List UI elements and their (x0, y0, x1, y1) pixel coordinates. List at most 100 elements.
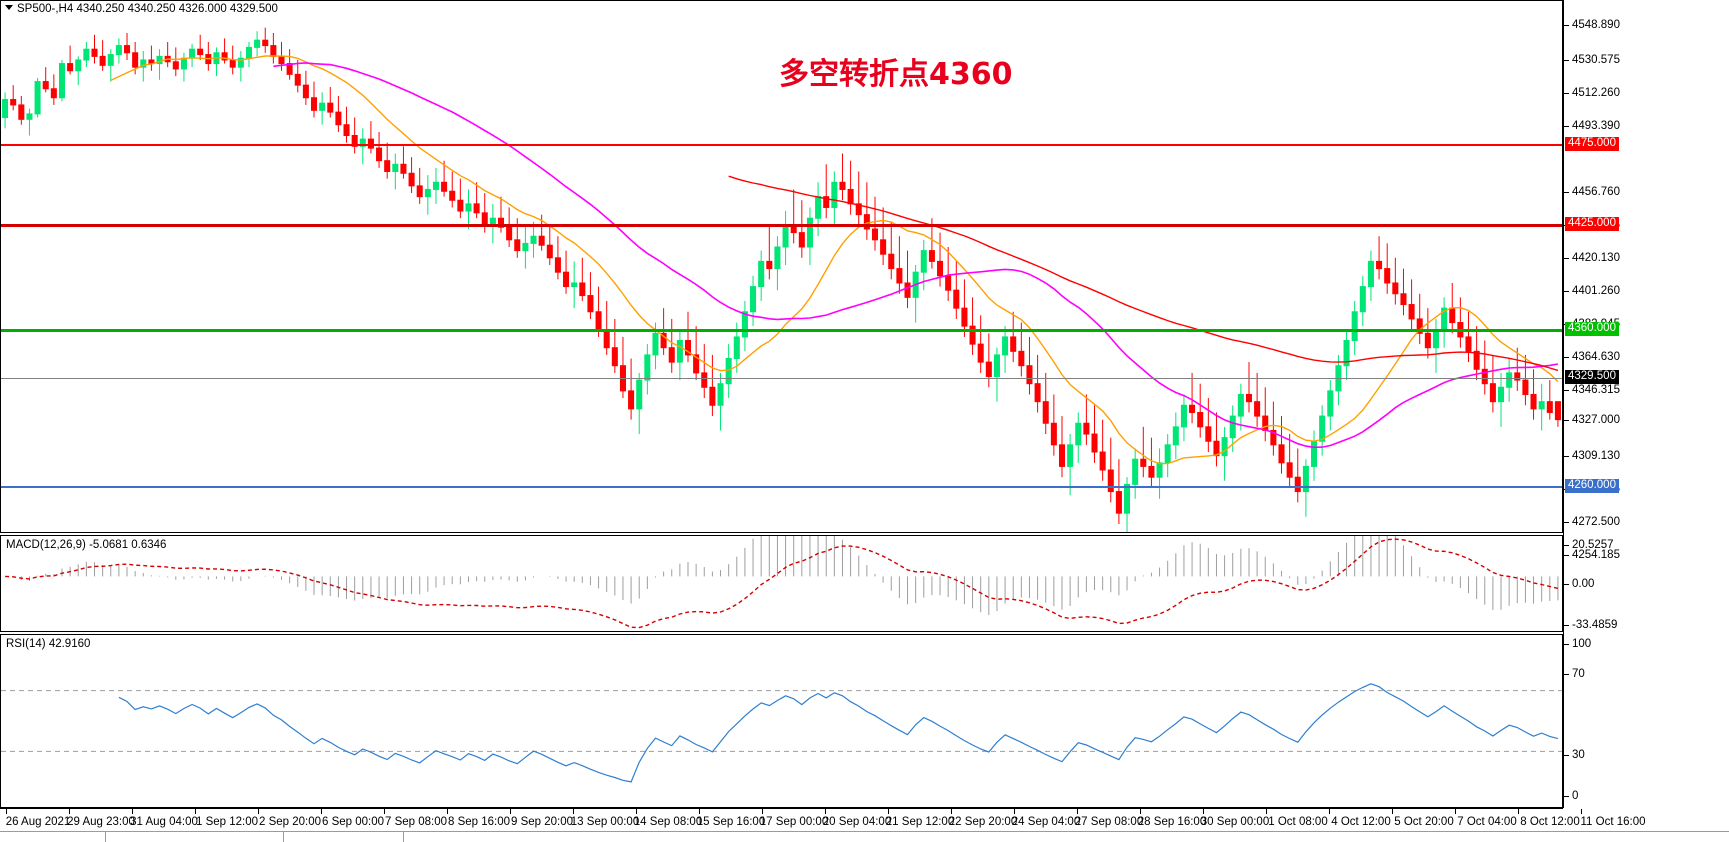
time-tick (1581, 809, 1582, 814)
price-tag[interactable]: 4360.000 (1565, 322, 1619, 336)
time-axis-label: 2 Sep 20:00 (258, 816, 322, 828)
price-tick: 4364.630 (1564, 351, 1620, 363)
price-tick: 4548.890 (1564, 19, 1620, 31)
time-axis[interactable]: 26 Aug 2021 29 Aug 23:00 31 Aug 04:00 1 Sep… (0, 808, 1646, 831)
status-cell-2 (106, 832, 284, 842)
price-tag[interactable]: 4475.000 (1565, 137, 1619, 151)
time-axis-label: 7 Sep 08:00 (384, 816, 448, 828)
time-tick (447, 809, 448, 814)
time-tick (951, 809, 952, 814)
triangle-down-icon[interactable] (5, 5, 13, 10)
time-axis-label: 20 Sep 04:00 (822, 816, 892, 828)
price-tick: 4420.130 (1564, 252, 1620, 264)
time-axis-label: 13 Sep 00:00 (570, 816, 640, 828)
price-tick: 4512.260 (1564, 87, 1620, 99)
macd-header-label: MACD(12,26,9) -5.0681 0.6346 (6, 539, 167, 551)
time-tick (1077, 809, 1078, 814)
time-axis-label: 4 Oct 12:00 (1331, 816, 1391, 828)
time-axis-label: 6 Sep 00:00 (321, 816, 385, 828)
time-axis-label: 17 Sep 00:00 (759, 816, 829, 828)
time-axis-label: 22 Sep 20:00 (948, 816, 1018, 828)
price-tick: 4346.315 (1564, 384, 1620, 396)
time-axis-label: 1 Oct 08:00 (1268, 816, 1328, 828)
time-axis-label: 14 Sep 08:00 (633, 816, 703, 828)
price-tick: 4401.260 (1564, 285, 1620, 297)
time-tick (573, 809, 574, 814)
rsi-pane-canvas (1, 635, 1562, 807)
time-tick (69, 809, 70, 814)
time-tick (384, 809, 385, 814)
time-axis-label: 15 Sep 16:00 (696, 816, 766, 828)
time-tick (825, 809, 826, 814)
time-axis-label: 27 Sep 08:00 (1074, 816, 1144, 828)
price-tick: 4530.575 (1564, 54, 1620, 66)
rsi-tick: 0 (1564, 790, 1578, 802)
price-tag[interactable]: 4425.000 (1565, 217, 1619, 231)
price-tick: 4327.000 (1564, 414, 1620, 426)
time-axis-label: 7 Oct 04:00 (1457, 816, 1517, 828)
status-cell-3 (284, 832, 404, 842)
time-tick (1140, 809, 1141, 814)
macd-tick: 20.5257 (1564, 539, 1614, 551)
rsi-tick: 70 (1564, 668, 1585, 680)
level-line-4360-000[interactable] (1, 329, 1562, 332)
time-axis-label: 26 Aug 2021 (5, 816, 71, 828)
price-tick: 4254.185 (1564, 549, 1620, 561)
macd-pane-canvas (1, 536, 1562, 631)
status-cell-1 (0, 832, 106, 842)
symbol-header: SP500-,H4 4340.250 4340.250 4326.000 432… (5, 3, 278, 15)
macd-tick: 0.00 (1564, 578, 1594, 590)
level-line-4260-000[interactable] (1, 486, 1562, 488)
rsi-pane[interactable]: RSI(14) 42.9160 (0, 634, 1563, 808)
time-axis-label: 5 Oct 20:00 (1394, 816, 1454, 828)
time-axis-label: 8 Sep 16:00 (447, 816, 511, 828)
price-tag[interactable]: 4260.000 (1565, 479, 1619, 493)
time-tick (510, 809, 511, 814)
time-tick (195, 809, 196, 814)
time-axis-label: 24 Sep 04:00 (1011, 816, 1081, 828)
price-tick: 4456.760 (1564, 186, 1620, 198)
time-axis-label: 11 Oct 16:00 (1580, 816, 1646, 828)
price-candles-svg (2, 27, 1561, 532)
time-tick (636, 809, 637, 814)
time-axis-label: 1 Sep 12:00 (195, 816, 259, 828)
macd-svg (5, 536, 1559, 629)
time-tick (1518, 809, 1519, 814)
chart-annotation-text: 多空转折点4360 (779, 57, 1013, 92)
level-line-4425-000[interactable] (1, 224, 1562, 227)
time-tick (1203, 809, 1204, 814)
time-axis-label: 8 Oct 12:00 (1520, 816, 1580, 828)
time-axis-label: 9 Sep 20:00 (510, 816, 574, 828)
price-scale[interactable]: 4548.890 4530.575 4512.260 4493.390 4456.760… (1563, 0, 1729, 808)
time-axis-label: 21 Sep 12:00 (885, 816, 955, 828)
price-tag[interactable]: 4329.500 (1565, 370, 1619, 384)
symbol-header-label: SP500-,H4 4340.250 4340.250 4326.000 432… (17, 3, 278, 15)
time-tick (888, 809, 889, 814)
level-line-4475-000[interactable] (1, 144, 1562, 146)
time-tick (762, 809, 763, 814)
macd-pane[interactable]: MACD(12,26,9) -5.0681 0.6346 (0, 535, 1563, 632)
time-axis-label: 28 Sep 16:00 (1137, 816, 1207, 828)
rsi-header-label: RSI(14) 42.9160 (6, 638, 91, 650)
price-tick: 4309.130 (1564, 450, 1620, 462)
bottom-status-strip (0, 831, 1729, 842)
time-tick (132, 809, 133, 814)
rsi-svg (1, 683, 1562, 783)
time-tick (6, 809, 7, 814)
price-pane-canvas (1, 1, 1562, 532)
time-tick (1014, 809, 1015, 814)
rsi-tick: 30 (1564, 749, 1585, 761)
time-axis-label: 30 Sep 00:00 (1200, 816, 1270, 828)
price-pane[interactable]: SP500-,H4 4340.250 4340.250 4326.000 432… (0, 0, 1563, 533)
time-tick (1455, 809, 1456, 814)
price-tick: 4493.390 (1564, 120, 1620, 132)
time-tick (1329, 809, 1330, 814)
macd-tick: -33.4859 (1564, 619, 1617, 631)
time-tick (258, 809, 259, 814)
level-line-4329-500[interactable] (1, 378, 1562, 379)
time-tick (1266, 809, 1267, 814)
time-axis-label: 31 Aug 04:00 (130, 816, 198, 828)
time-tick (699, 809, 700, 814)
